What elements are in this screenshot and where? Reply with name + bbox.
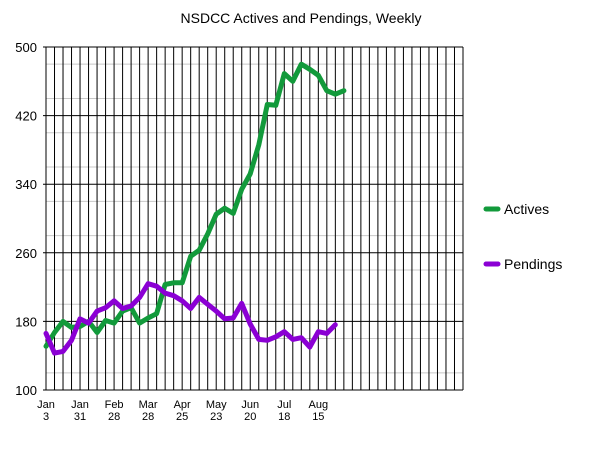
x-tick-label: Aug [309, 399, 329, 411]
grid [43, 46, 464, 391]
x-tick-label: 25 [176, 411, 188, 423]
x-tick-label: 28 [142, 411, 154, 423]
x-tick-label: Jan [71, 399, 89, 411]
x-tick-label: 15 [312, 411, 324, 423]
series-line-actives [43, 61, 347, 349]
x-tick-label: Jul [277, 399, 291, 411]
x-axis-ticks: Jan3Jan31Feb28Mar28Apr25May23Jun20Jul18A… [37, 399, 328, 423]
y-tick-label: 100 [15, 383, 37, 398]
x-tick-label: 18 [278, 411, 290, 423]
x-tick-label: Mar [139, 399, 158, 411]
y-tick-label: 500 [15, 40, 37, 55]
series-line-pendings [43, 281, 338, 356]
y-tick-label: 180 [15, 314, 37, 329]
y-tick-label: 260 [15, 246, 37, 261]
x-tick-label: 20 [244, 411, 256, 423]
chart-title: NSDCC Actives and Pendings, Weekly [181, 10, 422, 26]
series [43, 61, 347, 356]
x-tick-label: 3 [43, 411, 49, 423]
x-tick-label: 23 [210, 411, 222, 423]
x-tick-label: Jan [37, 399, 55, 411]
legend: Actives Pendings [483, 201, 562, 272]
y-tick-label: 340 [15, 177, 37, 192]
legend-label-actives: Actives [504, 201, 549, 217]
x-tick-label: 28 [108, 411, 120, 423]
y-tick-label: 420 [15, 109, 37, 124]
x-tick-label: Jun [241, 399, 259, 411]
x-tick-label: 31 [74, 411, 86, 423]
x-tick-label: May [206, 399, 227, 411]
y-axis-ticks: 100 180 260 340 420 500 [15, 40, 37, 398]
x-tick-label: Feb [105, 399, 124, 411]
x-tick-label: Apr [174, 399, 191, 411]
legend-label-pendings: Pendings [504, 256, 562, 272]
